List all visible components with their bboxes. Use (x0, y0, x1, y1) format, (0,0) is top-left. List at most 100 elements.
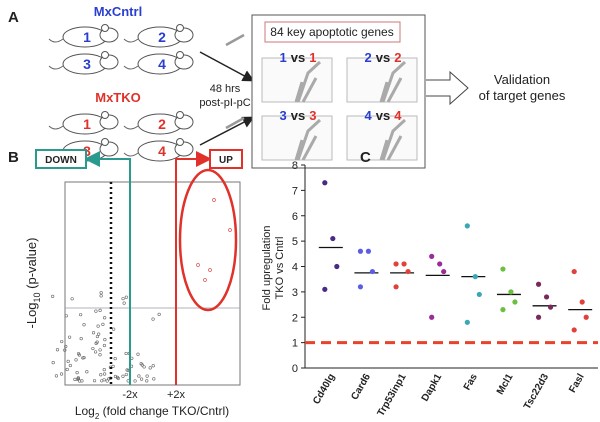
volcano-point (98, 348, 102, 352)
volcano-point (66, 359, 70, 363)
data-point (472, 274, 478, 280)
dot-chart: 0 1 2 3 4 5 6 7 8 Cd40lg Card6 Trp53inp1 Dapk1 Fas Mcl… (292, 160, 598, 418)
bone-icons (225, 33, 245, 130)
mouse: 4 (123, 51, 194, 75)
volcano-point (102, 343, 107, 348)
mouse-number: 3 (83, 56, 91, 72)
volcano-point (79, 337, 83, 341)
comparison-left: 1 (280, 50, 287, 65)
volcano-point (65, 367, 69, 372)
mouse-ear (176, 24, 184, 32)
volcano-point (68, 335, 72, 339)
volcano-point (100, 379, 104, 383)
data-point (508, 289, 514, 295)
volcano-point (99, 294, 103, 298)
up-arrow (175, 151, 212, 385)
volcano-point (74, 358, 78, 362)
x-tick-label: Mcl1 (495, 372, 516, 397)
mouse-ear (101, 24, 109, 32)
y-tick-label: 3 (292, 287, 298, 299)
mouse-number: 4 (158, 56, 166, 72)
mouse-tail (48, 65, 64, 70)
data-point (500, 266, 506, 272)
x-tick-label: Card6 (349, 372, 373, 402)
down-arrow (84, 151, 131, 385)
volcano-point (145, 374, 149, 378)
box-title: 84 key apoptotic genes (270, 25, 393, 39)
arrow (199, 116, 255, 146)
mouse: 2 (123, 111, 194, 135)
x-tick-label: Dapk1 (420, 372, 445, 404)
outcome: of target genes (479, 88, 566, 103)
volcano-points (51, 198, 232, 383)
volcano-point (136, 352, 140, 356)
mouse-tail (123, 38, 139, 43)
y-tick-label: 0 (292, 363, 298, 375)
data-point (401, 261, 407, 267)
volcano-point (63, 348, 67, 352)
group-name: MxCntrl (94, 4, 142, 19)
down-label: DOWN (45, 155, 77, 166)
x-tick-label: -2x (122, 389, 138, 401)
volcano-point (80, 379, 84, 383)
comparison-vs: vs (376, 108, 390, 123)
y-tick-label: 5 (292, 236, 298, 248)
volcano-point (140, 363, 144, 367)
volcano-point (103, 316, 107, 320)
volcano-point (96, 324, 100, 328)
volcano-point (142, 365, 146, 369)
highlight-ellipse (178, 168, 238, 312)
volcano-point (82, 355, 86, 360)
volcano-point (212, 198, 216, 202)
data-point (441, 268, 447, 275)
x-tick-label: +2x (167, 389, 186, 401)
volcano-point (196, 263, 200, 267)
data-point (512, 299, 518, 305)
mouse: 1 (48, 111, 119, 135)
data-point (369, 268, 376, 275)
volcano-point (137, 374, 141, 378)
volcano-point (51, 361, 55, 365)
volcano-point (145, 379, 149, 383)
data-point (476, 291, 482, 298)
volcano-point (139, 377, 144, 381)
volcano-point (54, 374, 59, 378)
data-point (429, 314, 435, 320)
volcano-point (112, 327, 116, 331)
up-label: UP (219, 155, 233, 166)
outcome: Validation (494, 72, 550, 87)
mouse-ear (101, 51, 109, 59)
volcano-point (203, 278, 207, 282)
volcano-point (152, 377, 156, 381)
title-box (264, 21, 401, 43)
up-box (209, 149, 243, 169)
volcano-point (99, 373, 103, 377)
volcano-point (124, 372, 128, 377)
volcano-point (101, 322, 105, 326)
mouse-tail (123, 65, 139, 70)
y-axis-label: Fold upregulation (261, 225, 273, 310)
y-tick-label: 4 (292, 262, 298, 274)
mouse: 4 (123, 138, 194, 162)
volcano-point (64, 314, 68, 318)
data-point (583, 314, 589, 320)
x-axis-label: Log2 (fold change TKO/Cntrl) (75, 404, 229, 421)
panel-label: C (360, 149, 371, 166)
comparison-left: 4 (365, 108, 373, 123)
comparison-right: 3 (309, 108, 316, 123)
volcano-point (76, 376, 80, 380)
mouse-number: 1 (83, 29, 91, 45)
volcano-point (151, 364, 155, 368)
mouse-ear (176, 111, 184, 119)
comparison: 1 vs 1 (280, 50, 317, 65)
mini-scatter (379, 118, 407, 161)
volcano-point (82, 323, 86, 327)
mouse-ear (101, 138, 109, 146)
volcano-point (122, 301, 126, 305)
y-tick-label: 7 (292, 185, 298, 197)
volcano-point (228, 228, 232, 232)
mini-plots: 1 vs 1 2 vs 23 vs 3 4 vs 4 (261, 50, 418, 161)
arrow (199, 51, 255, 82)
mouse-ear (101, 111, 109, 119)
